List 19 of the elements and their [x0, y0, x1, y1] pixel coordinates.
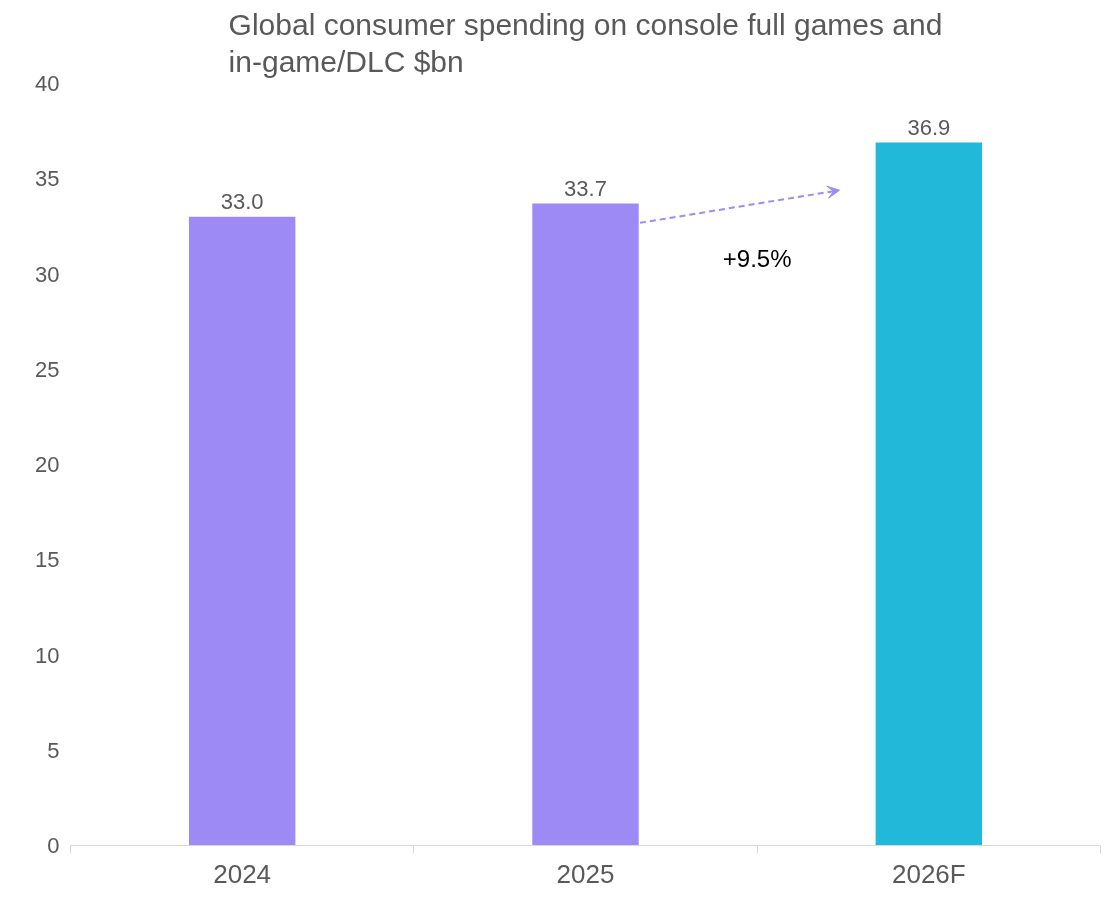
y-tick-label: 35: [35, 166, 60, 192]
bar: [875, 142, 983, 846]
data-label: 33.0: [220, 188, 264, 214]
y-tick-label: 20: [35, 452, 60, 477]
y-tick-label: 40: [35, 71, 60, 96]
y-tick-label: 0: [47, 833, 60, 858]
y-tick-label: 5: [47, 737, 60, 763]
bar: [188, 216, 296, 846]
annotation: +9.5%: [722, 245, 792, 273]
x-tick-label: 2025: [556, 858, 615, 889]
y-tick-label: 15: [35, 547, 60, 573]
chart-title: Global consumer spending on console full games and in-game/DLC $bn: [228, 7, 943, 79]
x-tick-label: 2026F: [891, 858, 966, 889]
data-label: 36.9: [907, 114, 951, 140]
y-tick-label: 25: [35, 356, 60, 382]
x-tick-label: 2024: [213, 858, 272, 889]
data-label: 33.7: [564, 175, 607, 201]
y-tick-label: 30: [35, 261, 60, 287]
y-tick-label: 10: [35, 642, 60, 668]
